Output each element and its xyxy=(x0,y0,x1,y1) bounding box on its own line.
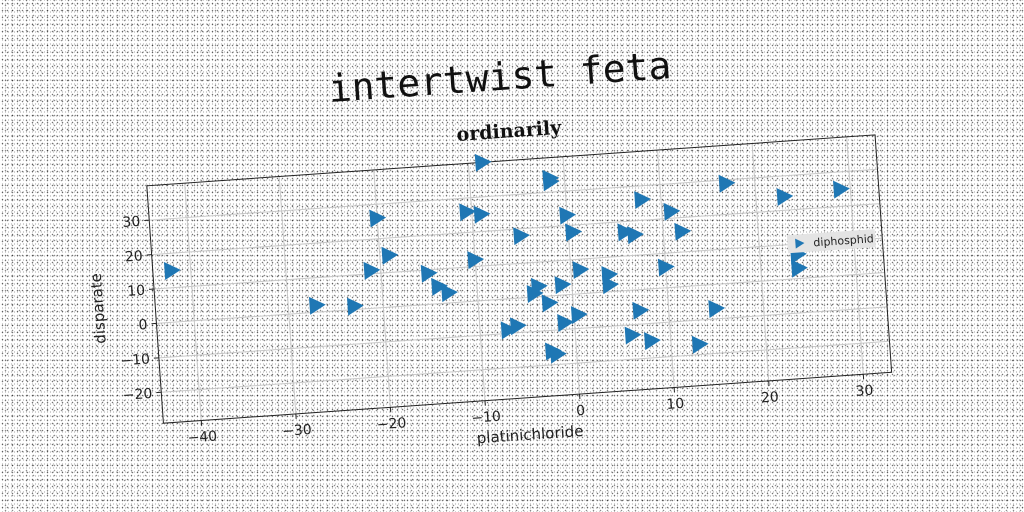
scatter-point xyxy=(500,321,518,340)
x-grid-line xyxy=(184,183,202,421)
plot-group: ordinarily −40 −30 −20 −10 0 10 20 30 −20 −10 0 10 2… xyxy=(87,117,893,447)
scatter-point xyxy=(833,180,850,199)
scatter-point xyxy=(369,209,387,228)
scatter-point xyxy=(644,332,661,351)
scatter-point xyxy=(776,188,794,207)
scatter-point xyxy=(559,206,577,225)
y-tick-label: 20 xyxy=(124,248,143,265)
y-grid-line xyxy=(154,237,883,290)
scatter-point xyxy=(163,262,181,280)
scatter-point xyxy=(791,259,808,278)
y-tick-label: −20 xyxy=(122,386,153,404)
chart-title: intertwist feta xyxy=(327,43,672,111)
scatter-point xyxy=(308,296,326,315)
x-tick-label: −20 xyxy=(376,415,407,433)
y-grid-line xyxy=(149,168,878,221)
scatter-point xyxy=(474,153,492,172)
scatter-point xyxy=(718,174,736,193)
x-grid-line xyxy=(467,163,486,401)
x-grid-line xyxy=(751,143,770,381)
scatter-point xyxy=(541,294,559,313)
x-grid-line xyxy=(278,176,297,414)
x-tick-label: 10 xyxy=(666,396,685,413)
scatter-point xyxy=(526,285,544,303)
title-group: intertwist feta xyxy=(327,43,672,111)
y-tick-label: −10 xyxy=(120,351,151,369)
scatter-point xyxy=(473,205,491,224)
scatter-point xyxy=(554,276,572,295)
scatter-point xyxy=(663,202,681,221)
y-grid-line xyxy=(158,306,888,359)
scatter-point xyxy=(708,300,726,318)
scatter-point xyxy=(557,314,575,332)
plot-area-frame xyxy=(146,134,893,424)
x-grid-line xyxy=(373,169,391,408)
scatter-point xyxy=(632,301,650,320)
scatter-point xyxy=(381,246,399,265)
scatter-point xyxy=(363,261,381,280)
x-tick-label: −40 xyxy=(187,429,218,447)
chart-subtitle: ordinarily xyxy=(456,117,563,146)
scatter-point xyxy=(542,169,560,188)
scatter-point xyxy=(347,297,364,316)
x-tick-label: 20 xyxy=(760,389,779,406)
scatter-point xyxy=(617,223,635,242)
scatter-point xyxy=(624,326,642,345)
scatter-point xyxy=(627,226,644,245)
scatter-point xyxy=(509,317,527,336)
y-grid-line xyxy=(161,340,890,393)
y-tick-label: 30 xyxy=(122,214,141,231)
legend: diphosphid xyxy=(786,229,876,254)
scatter-point xyxy=(572,261,590,280)
legend-box xyxy=(786,229,876,254)
y-tick-label: 10 xyxy=(127,283,146,300)
legend-label: diphosphid xyxy=(813,232,874,249)
x-grid-line xyxy=(562,156,581,395)
scatter-point xyxy=(467,251,485,270)
x-tick-label: 0 xyxy=(576,403,586,420)
scatter-point xyxy=(565,223,582,242)
scatter-point xyxy=(691,335,709,354)
x-grid-line xyxy=(846,136,864,375)
scatter-point xyxy=(431,277,448,296)
scatter-point xyxy=(570,306,588,325)
scatter-point xyxy=(420,264,438,283)
scatter-point xyxy=(674,222,692,241)
x-axis-label: platinichloride xyxy=(476,422,584,447)
y-grid-line xyxy=(156,271,885,324)
y-tick-label: 0 xyxy=(138,317,148,334)
scatter-point xyxy=(513,227,530,246)
axis-ticks: −40 −30 −20 −10 0 10 20 30 −20 −10 0 10 20 30 xyxy=(120,214,874,447)
scatter-point xyxy=(530,277,548,296)
scatter-points xyxy=(163,153,850,364)
y-axis-label: disparate xyxy=(87,273,110,345)
x-tick-label: 30 xyxy=(855,383,874,400)
legend-marker-icon xyxy=(795,238,805,249)
scatter-point xyxy=(602,276,619,295)
scatter-point xyxy=(634,191,651,210)
scatter-point xyxy=(549,345,567,364)
x-tick-label: −30 xyxy=(282,422,313,440)
scatter-point xyxy=(441,284,458,303)
scatter-point xyxy=(657,258,675,277)
x-tick-label: −10 xyxy=(471,409,502,427)
scatter-point xyxy=(459,203,476,222)
